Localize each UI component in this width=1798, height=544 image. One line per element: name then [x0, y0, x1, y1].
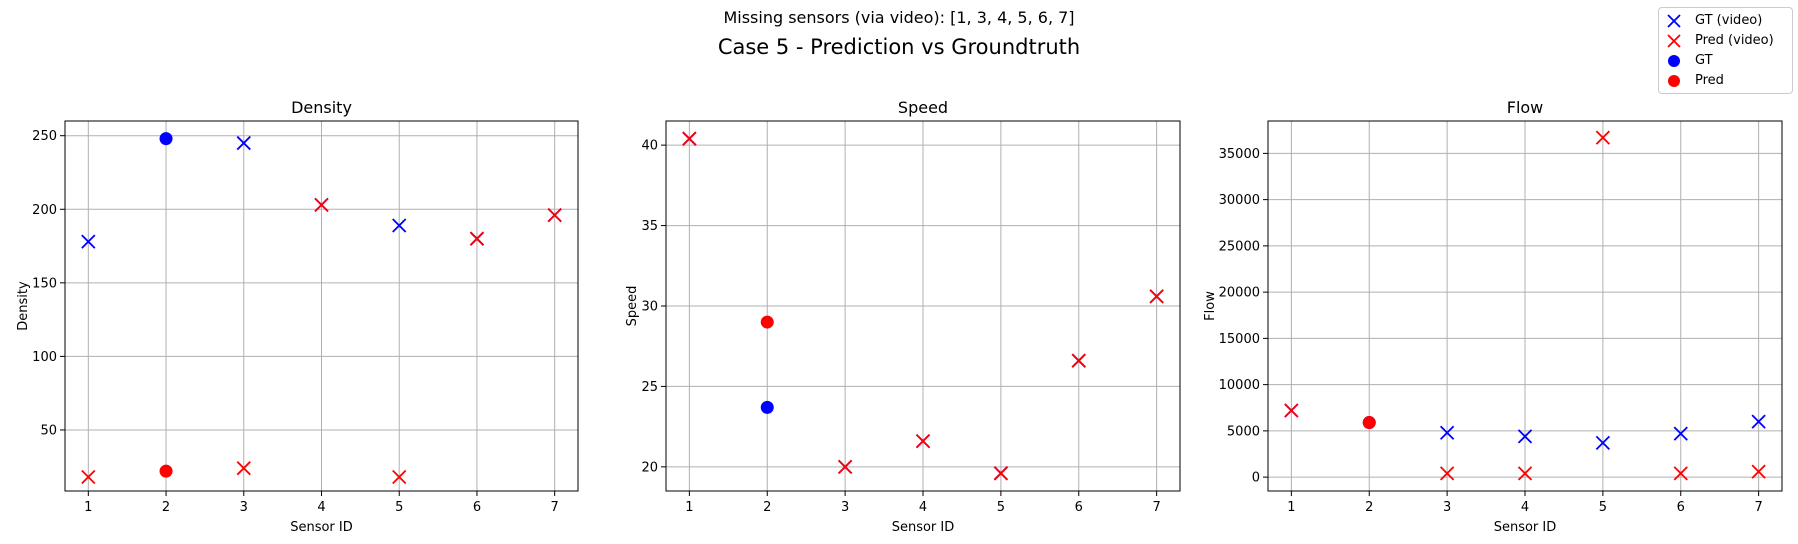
y-axis-label: Speed [625, 286, 640, 327]
y-tick-label: 20 [641, 460, 658, 475]
x-tick-label: 5 [1599, 500, 1607, 515]
y-tick-label: 250 [32, 129, 57, 144]
y-axis-label: Flow [1203, 291, 1218, 321]
circle-marker-icon [1668, 75, 1680, 87]
legend: GT (video) Pred (video) GT Pred [1658, 7, 1793, 94]
legend-entry-gt-video: GT (video) [1659, 11, 1792, 31]
y-tick-label: 200 [32, 203, 57, 218]
x-tick-label: 1 [1287, 500, 1295, 515]
y-tick-label: 30 [641, 300, 658, 315]
marker-pred-video [1595, 130, 1611, 145]
x-axis-label: Sensor ID [892, 520, 955, 535]
marker-gt-video [1751, 414, 1766, 429]
marker-gt [159, 132, 173, 146]
y-tick-label: 25000 [1219, 239, 1260, 254]
x-axis-label: Sensor ID [1494, 520, 1557, 535]
marker-pred-video [915, 433, 931, 449]
y-tick-label: 100 [32, 350, 57, 365]
x-tick-label: 1 [685, 500, 693, 515]
marker-pred-video [547, 208, 562, 223]
legend-entry-pred-video: Pred (video) [1659, 31, 1792, 51]
subplot-flow: 1 2 3 4 5 6 7 0 5000 10000 15000 20000 25000 30000 350… [1203, 98, 1783, 535]
x-tick-label: 1 [84, 500, 92, 515]
x-tick-label: 2 [1365, 500, 1373, 515]
circle-marker-icon [1668, 55, 1680, 67]
legend-entry-gt: GT [1659, 51, 1792, 71]
subplot-density: 1 2 3 4 5 6 7 50 100 150 200 250 Density Sensor ID Den… [16, 98, 579, 535]
x-tick-label: 2 [763, 500, 771, 515]
marker-pred [1362, 416, 1376, 430]
marker-pred-video [236, 461, 251, 476]
y-tick-label: 5000 [1227, 424, 1260, 439]
y-tick-label: 30000 [1219, 193, 1260, 208]
subplot-title: Speed [898, 98, 948, 117]
legend-label: Pred (video) [1695, 33, 1774, 48]
y-tick-label: 50 [40, 423, 57, 438]
y-tick-label: 15000 [1219, 332, 1260, 347]
x-tick-label: 3 [240, 500, 248, 515]
x-tick-label: 6 [1075, 500, 1083, 515]
x-tick-label: 5 [395, 500, 403, 515]
x-tick-label: 7 [1754, 500, 1762, 515]
y-tick-label: 35000 [1219, 147, 1260, 162]
subplot-speed: 1 2 3 4 5 6 7 20 25 30 35 40 Speed Sensor ID Speed [625, 98, 1181, 535]
marker-pred-video [1071, 353, 1086, 368]
marker-gt-video [236, 135, 251, 151]
legend-entry-pred: Pred [1659, 71, 1792, 91]
x-tick-label: 7 [551, 500, 559, 515]
x-tick-label: 3 [841, 500, 849, 515]
x-tick-label: 4 [1521, 500, 1529, 515]
x-tick-label: 6 [473, 500, 481, 515]
legend-label: GT (video) [1695, 13, 1763, 28]
x-tick-label: 6 [1677, 500, 1685, 515]
marker-pred-video [1751, 464, 1766, 479]
y-tick-label: 20000 [1219, 286, 1260, 301]
figure-subtitle: Missing sensors (via video): [1, 3, 4, 5… [723, 8, 1075, 27]
y-tick-label: 25 [641, 380, 658, 395]
marker-gt-video [1439, 425, 1455, 440]
x-tick-label: 7 [1152, 500, 1160, 515]
marker-pred-video [392, 469, 407, 485]
figure-title: Case 5 - Prediction vs Groundtruth [717, 35, 1081, 59]
marker-pred [760, 315, 774, 329]
marker-pred-video [1517, 466, 1533, 481]
marker-pred-video [1149, 289, 1164, 304]
legend-label: GT [1695, 53, 1713, 68]
x-marker-icon [1667, 34, 1681, 48]
marker-gt-video [1517, 429, 1533, 444]
marker-gt-video [1595, 435, 1611, 451]
marker-pred-video [1673, 466, 1688, 481]
subplot-title: Density [291, 98, 352, 117]
marker-pred-video [837, 459, 853, 475]
marker-gt-video [81, 234, 96, 249]
marker-pred-video [1439, 466, 1455, 481]
x-axis-label: Sensor ID [290, 520, 353, 535]
y-tick-label: 35 [641, 219, 658, 234]
marker-pred-video [1284, 403, 1299, 418]
x-tick-label: 3 [1443, 500, 1451, 515]
marker-pred-video [314, 197, 329, 212]
marker-pred [159, 464, 173, 478]
x-tick-label: 5 [997, 500, 1005, 515]
y-tick-label: 0 [1252, 471, 1260, 486]
y-tick-label: 40 [641, 139, 658, 154]
legend-label: Pred [1695, 73, 1724, 88]
marker-gt [760, 400, 774, 414]
x-tick-label: 4 [317, 500, 325, 515]
marker-gt-video [1673, 426, 1688, 441]
x-marker-icon [1667, 14, 1681, 28]
x-tick-label: 2 [162, 500, 170, 515]
x-tick-label: 4 [919, 500, 927, 515]
marker-pred-video [993, 466, 1009, 481]
marker-pred-video [81, 469, 96, 485]
marker-pred-video [469, 231, 485, 246]
marker-pred-video [682, 131, 697, 146]
subplot-title: Flow [1507, 98, 1544, 117]
y-axis-label: Density [16, 281, 31, 331]
marker-gt-video [392, 218, 407, 233]
y-tick-label: 10000 [1219, 378, 1260, 393]
y-tick-label: 150 [32, 276, 57, 291]
